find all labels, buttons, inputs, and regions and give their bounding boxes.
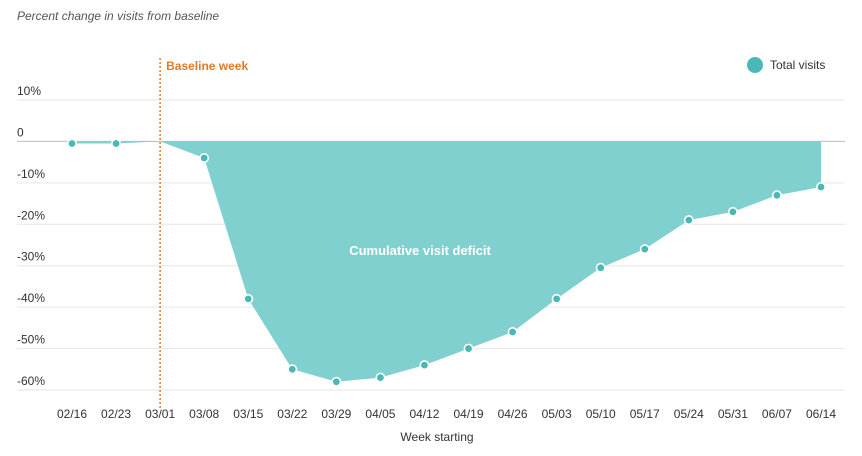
x-tick-label: 05/31 xyxy=(718,407,748,421)
x-tick-label: 03/08 xyxy=(189,407,219,421)
chart-subtitle: Percent change in visits from baseline xyxy=(17,9,220,23)
data-point xyxy=(331,376,342,387)
deficit-area xyxy=(72,141,821,382)
x-tick-label: 05/03 xyxy=(542,407,572,421)
x-tick-label: 04/12 xyxy=(409,407,439,421)
x-tick-label: 03/15 xyxy=(233,407,263,421)
data-point xyxy=(815,182,826,193)
data-point xyxy=(419,360,430,371)
data-point xyxy=(639,244,650,255)
x-axis-ticks: 02/16 02/23 03/01 03/08 03/15 03/22 03/29 04/05… xyxy=(57,407,836,421)
legend: Total visits xyxy=(747,57,825,73)
x-tick-label: 02/16 xyxy=(57,407,87,421)
x-tick-label: 05/17 xyxy=(630,407,660,421)
y-tick-label: -30% xyxy=(17,250,45,264)
data-point xyxy=(67,138,78,149)
data-point xyxy=(551,293,562,304)
x-tick-label: 04/19 xyxy=(454,407,484,421)
legend-marker xyxy=(747,57,763,73)
y-tick-label: -50% xyxy=(17,333,45,347)
x-tick-label: 05/10 xyxy=(586,407,616,421)
x-axis-title: Week starting xyxy=(400,430,473,444)
y-axis-ticks: 10% 0 -10% -20% -30% -40% -50% -60% xyxy=(17,84,45,388)
data-point xyxy=(771,190,782,201)
data-point xyxy=(287,364,298,375)
x-tick-label: 02/23 xyxy=(101,407,131,421)
data-point xyxy=(683,215,694,226)
data-points xyxy=(67,138,826,387)
y-tick-label: 0 xyxy=(17,125,24,139)
x-tick-label: 06/14 xyxy=(806,407,836,421)
data-point xyxy=(375,372,386,383)
legend-label: Total visits xyxy=(770,58,825,72)
x-tick-label: 06/07 xyxy=(762,407,792,421)
x-tick-label: 03/29 xyxy=(321,407,351,421)
x-tick-label: 05/24 xyxy=(674,407,704,421)
data-point xyxy=(111,138,122,149)
data-point xyxy=(243,293,254,304)
data-point xyxy=(463,343,474,354)
data-point xyxy=(595,262,606,273)
y-tick-label: 10% xyxy=(17,84,41,98)
x-tick-label: 04/26 xyxy=(498,407,528,421)
data-point xyxy=(507,326,518,337)
y-tick-label: -40% xyxy=(17,291,45,305)
area-annotation: Cumulative visit deficit xyxy=(349,243,491,258)
x-tick-label: 03/01 xyxy=(145,407,175,421)
y-tick-label: -60% xyxy=(17,374,45,388)
y-tick-label: -10% xyxy=(17,167,45,181)
data-point xyxy=(727,206,738,217)
x-tick-label: 03/22 xyxy=(277,407,307,421)
y-tick-label: -20% xyxy=(17,208,45,222)
x-tick-label: 04/05 xyxy=(365,407,395,421)
data-point xyxy=(199,153,210,164)
baseline-label: Baseline week xyxy=(166,59,248,73)
